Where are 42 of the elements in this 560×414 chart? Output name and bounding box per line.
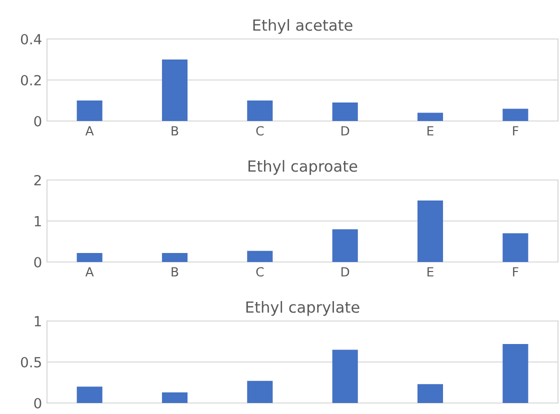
bar (162, 60, 188, 121)
chart-title: Ethyl acetate (253, 19, 352, 34)
bar (247, 380, 273, 403)
bar (76, 100, 102, 121)
x-tick-label: C (256, 126, 264, 136)
bar (332, 350, 358, 403)
y-tick-label: 2 (34, 174, 41, 186)
x-tick-label: D (341, 126, 350, 136)
x-tick-label: F (513, 267, 518, 276)
bar (502, 108, 528, 121)
bar (332, 102, 358, 121)
x-tick-label: E (428, 126, 434, 136)
y-tick-label: 1 (34, 316, 41, 326)
x-tick-label: B (172, 126, 178, 136)
bar (332, 229, 358, 262)
bar (76, 252, 102, 262)
bar (162, 392, 188, 403)
x-tick-label: D (341, 267, 350, 276)
y-tick-label: 0 (34, 398, 42, 408)
y-tick-label: 1 (34, 216, 41, 226)
y-tick-label: 0.5 (20, 356, 41, 368)
bar (502, 233, 528, 262)
x-tick-label: F (513, 126, 518, 136)
chart-title: Ethyl caproate (248, 160, 358, 175)
bar (247, 250, 273, 262)
x-tick-label: C (256, 267, 264, 277)
y-tick-label: 0.2 (20, 74, 41, 86)
y-tick-label: 0 (34, 116, 42, 126)
bar (162, 252, 188, 262)
x-tick-label: A (85, 126, 94, 136)
bar (76, 386, 102, 403)
bar (417, 384, 444, 403)
bar (417, 200, 444, 262)
x-tick-label: B (172, 267, 178, 276)
bar (247, 100, 273, 121)
bar (417, 112, 444, 121)
chart-title: Ethyl caprylate (246, 301, 360, 316)
y-tick-label: 0 (34, 256, 42, 268)
x-tick-label: A (85, 267, 94, 276)
bar (502, 344, 528, 403)
y-tick-label: 0.4 (20, 34, 42, 44)
x-tick-label: E (428, 267, 434, 276)
